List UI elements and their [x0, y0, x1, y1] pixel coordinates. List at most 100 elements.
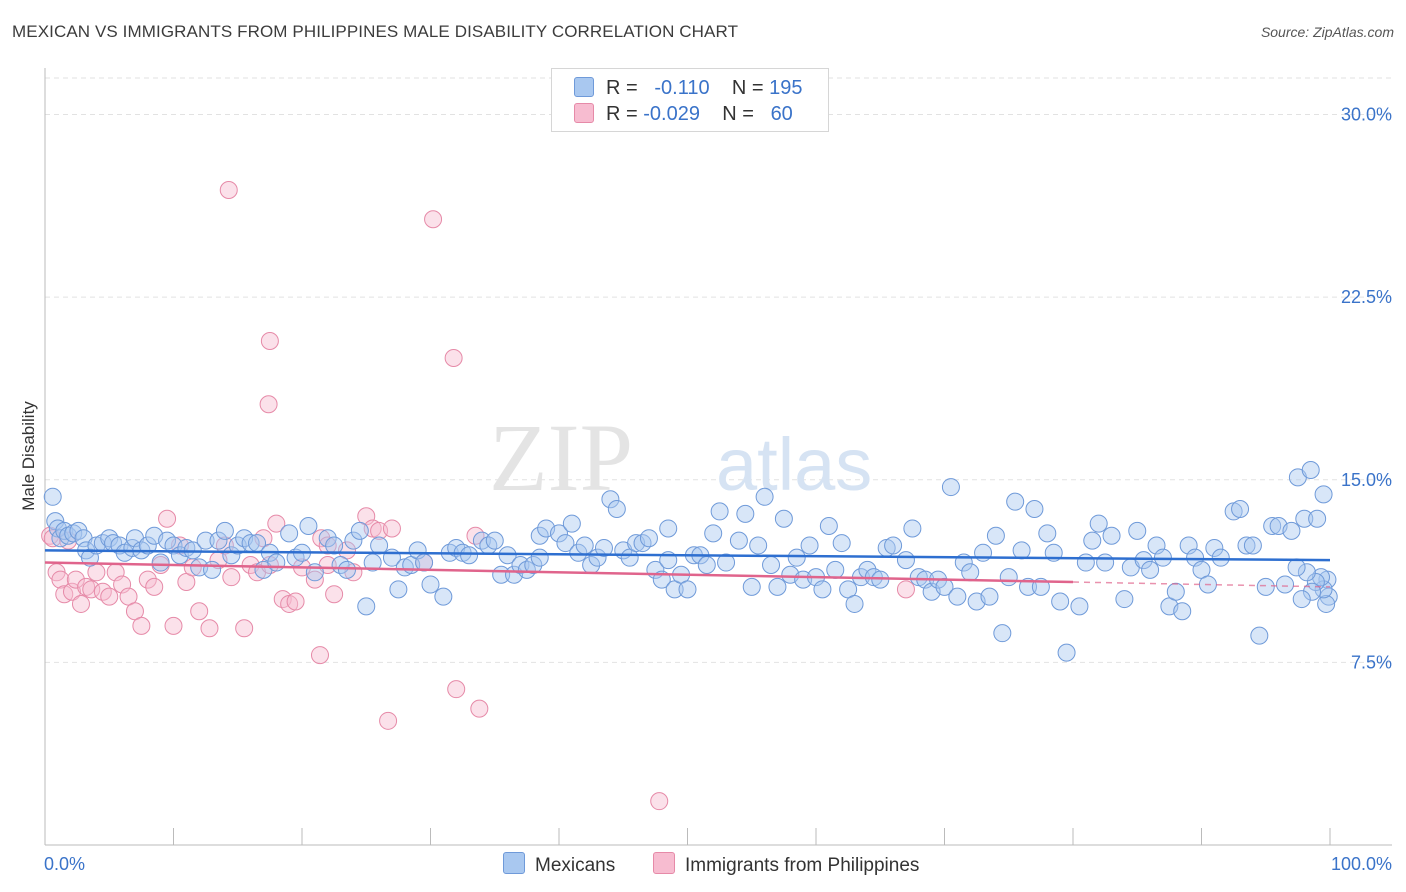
point-mexicans-40	[267, 553, 286, 572]
point-philippines-0	[41, 526, 60, 545]
point-mexicans-56	[389, 580, 408, 599]
point-mexicans-154	[1038, 524, 1057, 543]
point-mexicans-106	[717, 553, 736, 572]
point-philippines-42	[305, 570, 324, 589]
point-mexicans-163	[1102, 526, 1121, 545]
point-mexicans-131	[884, 536, 903, 555]
bottom-legend-mexicans[interactable]: Mexicans	[503, 852, 615, 877]
legend-swatch-pink	[574, 103, 594, 123]
point-philippines-58	[379, 711, 398, 730]
point-mexicans-111	[755, 487, 774, 506]
point-philippines-52	[219, 181, 238, 200]
point-mexicans-105	[710, 502, 729, 521]
legend-r-value-philippines: -0.029	[643, 103, 700, 125]
point-mexicans-52	[357, 597, 376, 616]
point-philippines-40	[286, 592, 305, 611]
legend-r-value-mexicans: -0.110	[654, 77, 710, 99]
point-mexicans-121	[819, 517, 838, 536]
point-mexicans-49	[337, 560, 356, 579]
point-philippines-20	[145, 577, 164, 596]
point-philippines-7	[66, 570, 85, 589]
point-mexicans-6	[64, 524, 83, 543]
point-philippines-10	[82, 580, 101, 599]
point-mexicans-80	[556, 534, 575, 553]
y-axis-label: Male Disability	[19, 401, 38, 511]
point-mexicans-46	[318, 529, 337, 548]
point-mexicans-54	[370, 536, 389, 555]
point-mexicans-161	[1089, 514, 1108, 533]
legend-label-mexicans: Mexicans	[535, 855, 616, 876]
point-mexicans-112	[762, 555, 781, 574]
point-mexicans-183	[1243, 536, 1262, 555]
point-mexicans-193	[1308, 509, 1327, 528]
point-mexicans-168	[1141, 560, 1160, 579]
point-mexicans-201	[1303, 582, 1322, 601]
point-mexicans-100	[678, 580, 697, 599]
point-mexicans-87	[601, 490, 620, 509]
watermark-atlas: atlas	[716, 423, 872, 506]
legend-n-label: N =	[731, 77, 764, 99]
point-philippines-65	[896, 580, 915, 599]
point-philippines-54	[260, 331, 279, 350]
point-mexicans-178	[1205, 538, 1224, 557]
axes	[44, 68, 1392, 846]
point-mexicans-186	[1263, 517, 1282, 536]
point-mexicans-75	[524, 555, 543, 574]
point-mexicans-0	[43, 487, 62, 506]
point-mexicans-107	[729, 531, 748, 550]
point-mexicans-104	[704, 524, 723, 543]
trend-line-mexicans	[44, 549, 1331, 562]
point-philippines-9	[77, 577, 96, 596]
point-philippines-59	[470, 699, 489, 718]
point-mexicans-76	[530, 548, 549, 567]
point-philippines-22	[158, 509, 177, 528]
x-tick-label-min: 0.0%	[44, 854, 85, 874]
point-mexicans-166	[1128, 521, 1147, 540]
point-mexicans-116	[787, 548, 806, 567]
point-philippines-62	[318, 536, 337, 555]
chart-title: MEXICAN VS IMMIGRANTS FROM PHILIPPINES M…	[12, 22, 739, 41]
y-tick-label-3: 30.0%	[1341, 105, 1392, 125]
point-mexicans-191	[1295, 509, 1314, 528]
point-mexicans-167	[1134, 551, 1153, 570]
point-mexicans-108	[736, 504, 755, 523]
point-philippines-60	[310, 646, 329, 665]
point-mexicans-147	[993, 624, 1012, 643]
point-philippines-8	[71, 594, 90, 613]
point-mexicans-47	[325, 536, 344, 555]
point-philippines-18	[132, 616, 151, 635]
point-mexicans-145	[980, 587, 999, 606]
point-mexicans-133	[903, 519, 922, 538]
point-mexicans-194	[1314, 485, 1333, 504]
point-philippines-45	[325, 585, 344, 604]
point-mexicans-150	[1012, 541, 1031, 560]
point-mexicans-192	[1301, 461, 1320, 480]
point-mexicans-61	[421, 575, 440, 594]
bottom-legend-philippines[interactable]: Immigrants from Philippines	[653, 852, 919, 877]
point-mexicans-22	[151, 553, 170, 572]
point-philippines-19	[138, 570, 157, 589]
point-philippines-53	[424, 210, 443, 229]
point-mexicans-199	[1312, 568, 1331, 587]
source-label: Source: ZipAtlas.com	[1260, 24, 1394, 40]
point-mexicans-120	[813, 580, 832, 599]
point-mexicans-181	[1231, 499, 1250, 518]
point-mexicans-82	[569, 543, 588, 562]
point-mexicans-31	[209, 531, 228, 550]
point-mexicans-44	[299, 517, 318, 536]
legend-swatch-blue	[574, 77, 594, 97]
point-mexicans-125	[845, 594, 864, 613]
point-mexicans-103	[697, 555, 716, 574]
point-mexicans-173	[1173, 602, 1192, 621]
point-philippines-27	[190, 602, 209, 621]
legend-r-label: R =	[606, 77, 638, 99]
point-mexicans-185	[1256, 577, 1275, 596]
legend-swatch-philippines	[653, 852, 675, 874]
point-mexicans-32	[215, 521, 234, 540]
point-mexicans-164	[1115, 590, 1134, 609]
point-mexicans-156	[1051, 592, 1070, 611]
point-mexicans-71	[498, 546, 517, 565]
trend-line-philippines	[44, 561, 1074, 584]
legend-row-philippines: R = -0.029 N = 60	[574, 103, 793, 126]
point-mexicans-50	[344, 531, 363, 550]
